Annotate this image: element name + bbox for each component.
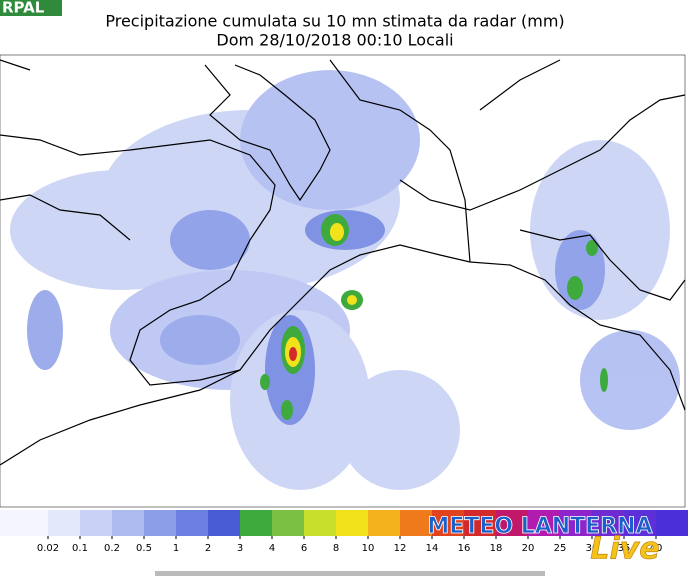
colorbar-segment bbox=[656, 510, 688, 536]
colorbar-segment bbox=[432, 510, 464, 536]
colorbar-segment bbox=[560, 510, 592, 536]
rain-core bbox=[330, 223, 344, 241]
colorbar-segment bbox=[528, 510, 560, 536]
border bbox=[0, 134, 276, 386]
colorbar-segment bbox=[496, 510, 528, 536]
coastline bbox=[0, 244, 686, 466]
border bbox=[0, 59, 131, 241]
colorbar-segment bbox=[464, 510, 496, 536]
rain-core bbox=[289, 347, 297, 361]
rain-core bbox=[347, 295, 357, 305]
colorbar-label: 16 bbox=[458, 543, 471, 554]
rain-core bbox=[281, 400, 293, 420]
scrollbar bbox=[155, 571, 545, 576]
colorbar-label: 20 bbox=[522, 543, 535, 554]
colorbar-label: 35 bbox=[618, 543, 631, 554]
colorbar-label: 6 bbox=[301, 543, 307, 554]
rain-area bbox=[160, 315, 240, 365]
colorbar-segment bbox=[272, 510, 304, 536]
colorbar-segment bbox=[112, 510, 144, 536]
colorbar-segment bbox=[336, 510, 368, 536]
colorbar-label: 4 bbox=[269, 543, 275, 554]
colorbar-segment bbox=[240, 510, 272, 536]
border bbox=[479, 59, 686, 301]
colorbar-label: 1 bbox=[173, 543, 179, 554]
border bbox=[204, 64, 331, 202]
rain-area bbox=[580, 330, 680, 430]
rain-core bbox=[567, 276, 583, 300]
colorbar-segment bbox=[144, 510, 176, 536]
rain-area bbox=[10, 170, 230, 290]
colorbar-segment bbox=[592, 510, 624, 536]
colorbar-label: 0.5 bbox=[136, 543, 152, 554]
rain-area bbox=[27, 290, 63, 370]
colorbar-segment bbox=[48, 510, 80, 536]
colorbar-segment bbox=[304, 510, 336, 536]
rain-core bbox=[600, 368, 608, 392]
colorbar-label: 14 bbox=[426, 543, 439, 554]
rain-core bbox=[260, 374, 270, 390]
rain-field bbox=[10, 70, 680, 490]
colorbar-label: 18 bbox=[490, 543, 503, 554]
colorbar-label: 40 bbox=[650, 543, 663, 554]
colorbar-label: 0.1 bbox=[72, 543, 88, 554]
colorbar-label: 12 bbox=[394, 543, 407, 554]
colorbar-segment bbox=[176, 510, 208, 536]
watermark-name: METEO LANTERNA bbox=[427, 514, 652, 539]
watermark-tag: Live bbox=[590, 532, 659, 567]
colorbar-label: 10 bbox=[362, 543, 375, 554]
colorbar-label: 3 bbox=[237, 543, 243, 554]
rain-area bbox=[170, 210, 250, 270]
colorbar-segment bbox=[80, 510, 112, 536]
rain-cores bbox=[260, 214, 608, 420]
colorbar-label: 0.2 bbox=[104, 543, 120, 554]
border bbox=[329, 59, 686, 263]
map bbox=[0, 54, 686, 508]
colorbar-segment bbox=[624, 510, 656, 536]
colorbar-label: 30 bbox=[586, 543, 599, 554]
colorbar-label: 0.02 bbox=[37, 543, 59, 554]
colorbar-label: 2 bbox=[205, 543, 211, 554]
colorbar-segment bbox=[0, 510, 48, 536]
title-line-1: Precipitazione cumulata su 10 mn stimata… bbox=[105, 12, 564, 31]
colorbar-segment bbox=[208, 510, 240, 536]
logo: RPAL bbox=[2, 0, 45, 17]
colorbar: 0.02 0.1 0.2 0.5 1 2 3 4 6 8 10 12 14 16 18 20 25 30 35 40 bbox=[0, 510, 688, 554]
rain-area bbox=[240, 70, 420, 210]
title-line-2: Dom 28/10/2018 00:10 Locali bbox=[216, 31, 453, 50]
logo-box bbox=[0, 0, 62, 16]
rain-area bbox=[340, 370, 460, 490]
rain-core bbox=[586, 240, 598, 256]
colorbar-segment bbox=[400, 510, 432, 536]
colorbar-label: 8 bbox=[333, 543, 339, 554]
colorbar-label: 25 bbox=[554, 543, 567, 554]
colorbar-segment bbox=[368, 510, 400, 536]
